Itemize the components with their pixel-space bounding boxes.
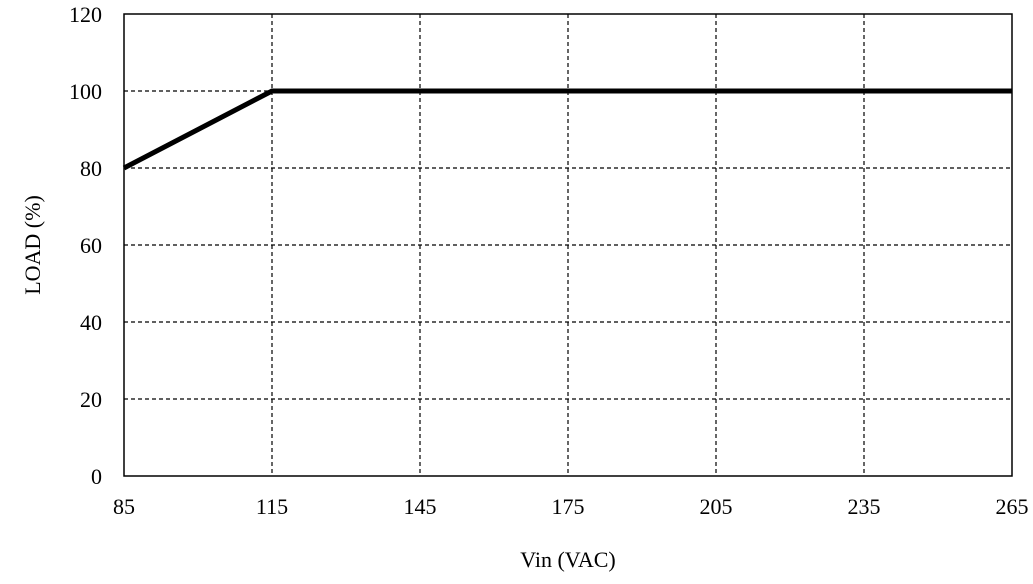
y-tick-label: 20 xyxy=(80,387,102,412)
tick-layer: 85 115 145 175 205 235 265 0 20 40 60 80 100 120 xyxy=(69,2,1029,519)
x-axis-title: Vin (VAC) xyxy=(520,547,615,572)
x-tick-label: 235 xyxy=(848,494,881,519)
y-tick-label: 120 xyxy=(69,2,102,27)
y-tick-label: 60 xyxy=(80,233,102,258)
plot-frame xyxy=(123,13,1013,477)
x-tick-label: 265 xyxy=(996,494,1029,519)
x-tick-label: 85 xyxy=(113,494,135,519)
y-tick-label: 80 xyxy=(80,156,102,181)
y-tick-label: 0 xyxy=(91,464,102,489)
x-tick-label: 205 xyxy=(700,494,733,519)
y-tick-label: 100 xyxy=(69,79,102,104)
y-tick-label: 40 xyxy=(80,310,102,335)
x-tick-label: 145 xyxy=(404,494,437,519)
x-tick-label: 115 xyxy=(256,494,288,519)
y-axis-title: LOAD (%) xyxy=(20,195,45,295)
grid-layer xyxy=(124,14,1012,476)
x-tick-label: 175 xyxy=(552,494,585,519)
series-layer xyxy=(122,88,1013,171)
